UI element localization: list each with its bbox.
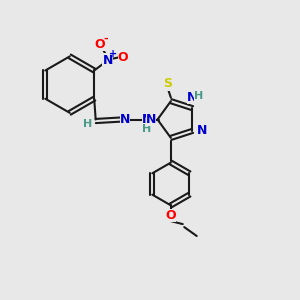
- Text: N: N: [146, 113, 156, 126]
- Text: O: O: [118, 51, 128, 64]
- Text: O: O: [95, 38, 106, 51]
- Text: N: N: [197, 124, 207, 137]
- Text: H: H: [194, 91, 204, 101]
- Text: N: N: [120, 113, 130, 126]
- Text: O: O: [166, 209, 176, 222]
- Text: H: H: [83, 119, 92, 129]
- Text: +: +: [109, 49, 117, 59]
- Text: N: N: [187, 91, 198, 104]
- Text: N: N: [102, 54, 113, 67]
- Text: H: H: [142, 124, 152, 134]
- Text: S: S: [163, 77, 172, 90]
- Text: -: -: [103, 34, 107, 44]
- Text: N: N: [142, 113, 152, 126]
